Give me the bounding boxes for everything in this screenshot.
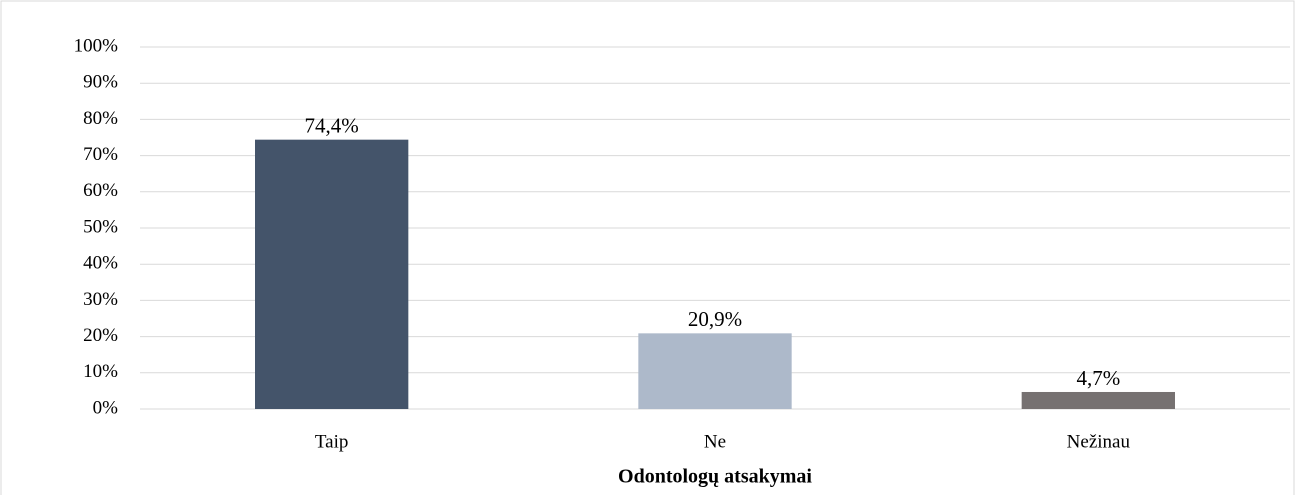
y-tick-label: 70%: [83, 144, 118, 165]
data-label: 20,9%: [688, 307, 742, 331]
y-tick-label: 60%: [83, 180, 118, 201]
x-tick-label: Taip: [315, 431, 349, 452]
x-tick-label: Ne: [704, 431, 726, 452]
y-tick-label: 0%: [93, 397, 119, 418]
y-tick-label: 10%: [83, 361, 118, 382]
y-tick-label: 100%: [74, 35, 119, 56]
y-tick-label: 50%: [83, 216, 118, 237]
y-tick-label: 80%: [83, 108, 118, 129]
bar: [1021, 391, 1175, 409]
x-tick-label: Nežinau: [1067, 431, 1131, 452]
y-tick-label: 30%: [83, 289, 118, 310]
x-axis-label: Odontologų atsakymai: [618, 466, 812, 488]
y-tick-label: 90%: [83, 72, 118, 93]
data-label: 74,4%: [305, 113, 359, 137]
y-tick-label: 40%: [83, 253, 118, 274]
data-label: 4,7%: [1076, 366, 1120, 390]
bar: [255, 139, 409, 409]
y-tick-label: 20%: [83, 325, 118, 346]
bar: [638, 333, 792, 409]
